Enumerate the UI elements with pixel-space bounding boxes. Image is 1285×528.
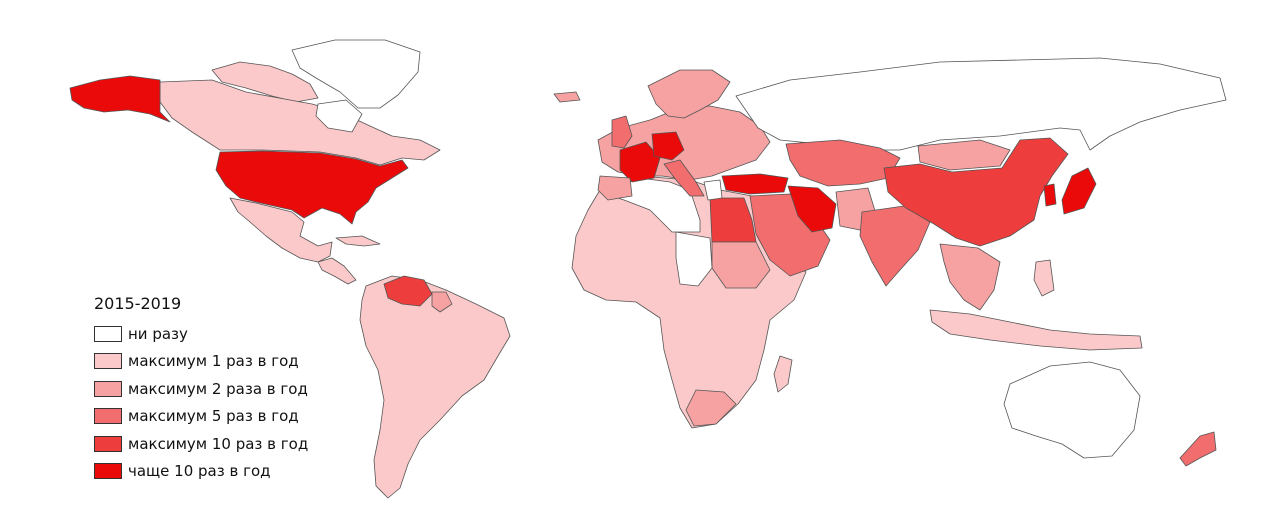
legend-swatch: [94, 325, 122, 342]
legend-item: чаще 10 раз в год: [94, 458, 308, 486]
central-asia: [785, 139, 901, 187]
legend-item: ни разу: [94, 320, 308, 348]
legend-swatch: [94, 353, 122, 370]
india: [859, 205, 931, 287]
new-zealand: [1179, 431, 1217, 467]
legend-swatch: [94, 463, 122, 480]
south-africa: [685, 389, 737, 427]
mongolia: [917, 139, 1011, 171]
legend-item: максимум 5 раз в год: [94, 403, 308, 431]
philippines: [1033, 259, 1055, 297]
central-america: [317, 257, 357, 285]
egypt: [709, 197, 757, 243]
madagascar: [773, 355, 793, 393]
legend-item: максимум 2 раза в год: [94, 375, 308, 403]
venezuela: [383, 275, 433, 307]
legend-label: ни разу: [128, 324, 188, 343]
germany: [651, 131, 685, 161]
hudson-bay: [315, 99, 363, 133]
indonesia: [929, 309, 1143, 351]
canada: [159, 79, 441, 166]
legend-item: максимум 1 раз в год: [94, 348, 308, 376]
legend-label: максимум 2 раза в год: [128, 379, 308, 398]
japan: [1061, 167, 1097, 215]
legend-label: чаще 10 раз в год: [128, 462, 271, 481]
legend-label: максимум 10 раз в год: [128, 434, 309, 453]
iran: [787, 185, 837, 233]
chad-area: [675, 231, 713, 287]
alaska: [69, 75, 171, 123]
spain: [597, 175, 633, 201]
russia: [735, 57, 1227, 151]
uk: [611, 115, 633, 149]
south-america: [359, 275, 511, 499]
australia: [1003, 361, 1141, 459]
usa: [215, 150, 409, 225]
cuba: [335, 235, 381, 247]
legend-label: максимум 5 раз в год: [128, 407, 299, 426]
turkey: [721, 173, 789, 195]
greenland: [291, 39, 421, 109]
korea: [1043, 183, 1057, 207]
legend-label: максимум 1 раз в год: [128, 352, 299, 371]
legend-title: 2015-2019: [94, 294, 182, 313]
map-legend: 2015-2019 ни разу максимум 1 раз в год м…: [94, 294, 308, 485]
southeast-asia: [939, 243, 1001, 311]
iceland: [553, 91, 581, 103]
france: [619, 141, 661, 183]
legend-item: максимум 10 раз в год: [94, 430, 308, 458]
guyana: [431, 291, 453, 313]
legend-swatch: [94, 380, 122, 397]
china: [883, 137, 1069, 247]
legend-swatch: [94, 408, 122, 425]
scandinavia: [647, 69, 731, 119]
greece: [703, 179, 723, 201]
canada-arctic-islands: [211, 61, 319, 103]
legend-swatch: [94, 435, 122, 452]
mexico: [229, 197, 333, 263]
italy: [663, 159, 705, 197]
